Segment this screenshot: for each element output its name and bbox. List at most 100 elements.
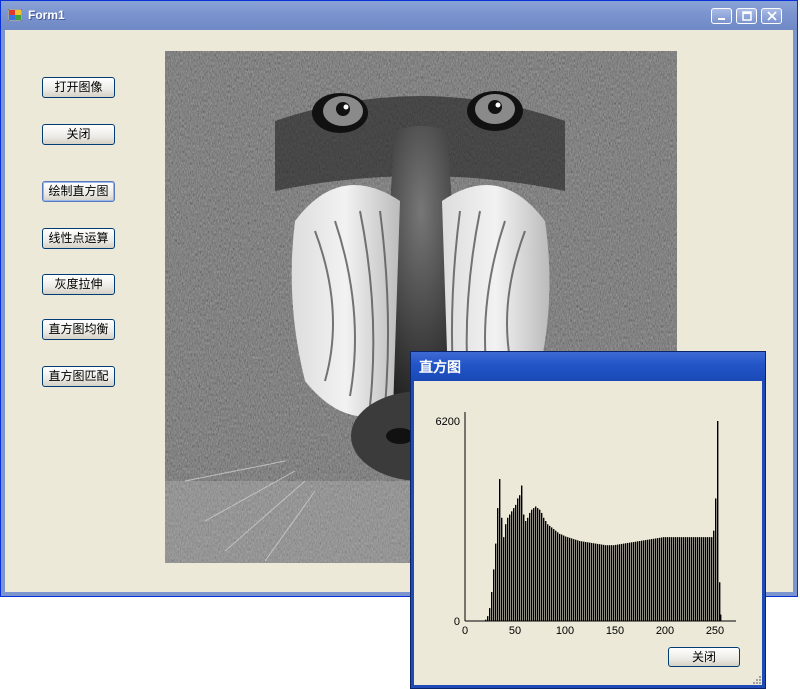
histogram-bar	[601, 544, 603, 621]
dialog-frame-left	[411, 381, 414, 688]
histogram-bar	[681, 537, 683, 621]
histogram-bar	[505, 524, 507, 621]
histogram-bar	[591, 542, 593, 621]
histogram-bar	[643, 540, 645, 621]
histogram-bar	[567, 537, 569, 621]
histogram-bar	[635, 541, 637, 621]
histogram-bar	[629, 542, 631, 621]
histogram-bar	[501, 517, 503, 621]
x-tick-label: 250	[706, 625, 724, 637]
histogram-bar	[677, 537, 679, 621]
x-tick-label: 50	[509, 625, 521, 637]
histogram-bar	[715, 498, 717, 621]
histogram-bar	[693, 537, 695, 621]
histogram-bar	[549, 525, 551, 621]
histogram-bar	[487, 616, 489, 621]
minimize-button[interactable]	[711, 8, 732, 24]
histogram-bar	[511, 511, 513, 621]
x-tick-label: 0	[462, 625, 468, 637]
histogram-bar	[535, 506, 537, 621]
histogram-bar	[595, 543, 597, 621]
histogram-bar	[663, 537, 665, 621]
histogram-bar	[655, 538, 657, 621]
histogram-bar	[571, 538, 573, 621]
histogram-bar	[507, 517, 509, 621]
histogram-bar	[623, 543, 625, 621]
dialog-close-button[interactable]: 关闭	[668, 647, 740, 667]
histogram-bar	[547, 524, 549, 621]
histogram-bar	[533, 508, 535, 621]
resize-grip-icon[interactable]	[751, 674, 761, 684]
histogram-bar	[495, 543, 497, 621]
frame-right	[793, 30, 797, 596]
histogram-bar	[529, 512, 531, 621]
histogram-bar	[661, 537, 663, 621]
histogram-bar	[669, 537, 671, 621]
histogram-bar	[685, 537, 687, 621]
linear-point-op-button[interactable]: 线性点运算	[42, 228, 115, 249]
close-icon	[767, 11, 777, 21]
histogram-bar	[575, 539, 577, 621]
x-tick-label: 200	[656, 625, 674, 637]
open-image-button[interactable]: 打开图像	[42, 77, 115, 98]
histogram-bar	[703, 537, 705, 621]
dialog-frame-bottom	[411, 685, 765, 688]
histogram-bar	[697, 537, 699, 621]
histogram-bar	[687, 537, 689, 621]
histogram-bar	[689, 537, 691, 621]
histogram-bar	[705, 537, 707, 621]
histogram-bar	[585, 541, 587, 621]
histogram-bar	[711, 537, 713, 621]
x-tick-label: 150	[606, 625, 624, 637]
histogram-bar	[657, 538, 659, 621]
histogram-bar	[489, 608, 491, 621]
dialog-title: 直方图	[419, 360, 461, 376]
histogram-match-button[interactable]: 直方图匹配	[42, 366, 115, 387]
draw-histogram-button[interactable]: 绘制直方图	[42, 181, 115, 202]
histogram-dialog: 直方图 0 50 100 150 200 250 0 6200 关闭	[410, 351, 766, 689]
histogram-bar	[671, 537, 673, 621]
histogram-bar	[717, 421, 719, 621]
histogram-bar	[551, 527, 553, 621]
histogram-bar	[537, 508, 539, 621]
gray-stretch-button[interactable]: 灰度拉伸	[42, 274, 115, 295]
histogram-bar	[565, 536, 567, 621]
close-window-button[interactable]	[761, 8, 782, 24]
histogram-bar	[641, 540, 643, 621]
histogram-bar	[607, 545, 609, 621]
frame-bottom	[1, 592, 797, 596]
histogram-bar	[707, 537, 709, 621]
histogram-bar	[667, 537, 669, 621]
histogram-bar	[719, 582, 721, 621]
dialog-title-bar[interactable]: 直方图	[411, 352, 765, 381]
maximize-button[interactable]	[736, 8, 757, 24]
histogram-bar	[647, 539, 649, 621]
histogram-bar	[701, 537, 703, 621]
histogram-bar	[563, 535, 565, 621]
histogram-bar	[559, 533, 561, 621]
histogram-bar	[509, 514, 511, 621]
histogram-bar	[539, 509, 541, 621]
histogram-bar	[527, 517, 529, 621]
histogram-bar	[555, 530, 557, 621]
histogram-bar	[545, 521, 547, 621]
histogram-bar	[499, 479, 501, 621]
histogram-bar	[515, 504, 517, 621]
histogram-bar	[619, 544, 621, 621]
histogram-bar	[617, 544, 619, 621]
histogram-bar	[713, 530, 715, 621]
histogram-bar	[493, 569, 495, 621]
histogram-bar	[673, 537, 675, 621]
histogram-bar	[609, 545, 611, 621]
histogram-bar	[531, 509, 533, 621]
histogram-bar	[675, 537, 677, 621]
title-bar[interactable]: Form1	[1, 1, 797, 30]
dialog-frame-right	[762, 381, 765, 688]
histogram-bar	[625, 543, 627, 621]
close-button[interactable]: 关闭	[42, 124, 115, 145]
histogram-bar	[603, 544, 605, 621]
histogram-bar	[599, 544, 601, 621]
histogram-bar	[485, 619, 487, 621]
histogram-bar	[521, 485, 523, 621]
histogram-equalize-button[interactable]: 直方图均衡	[42, 319, 115, 340]
